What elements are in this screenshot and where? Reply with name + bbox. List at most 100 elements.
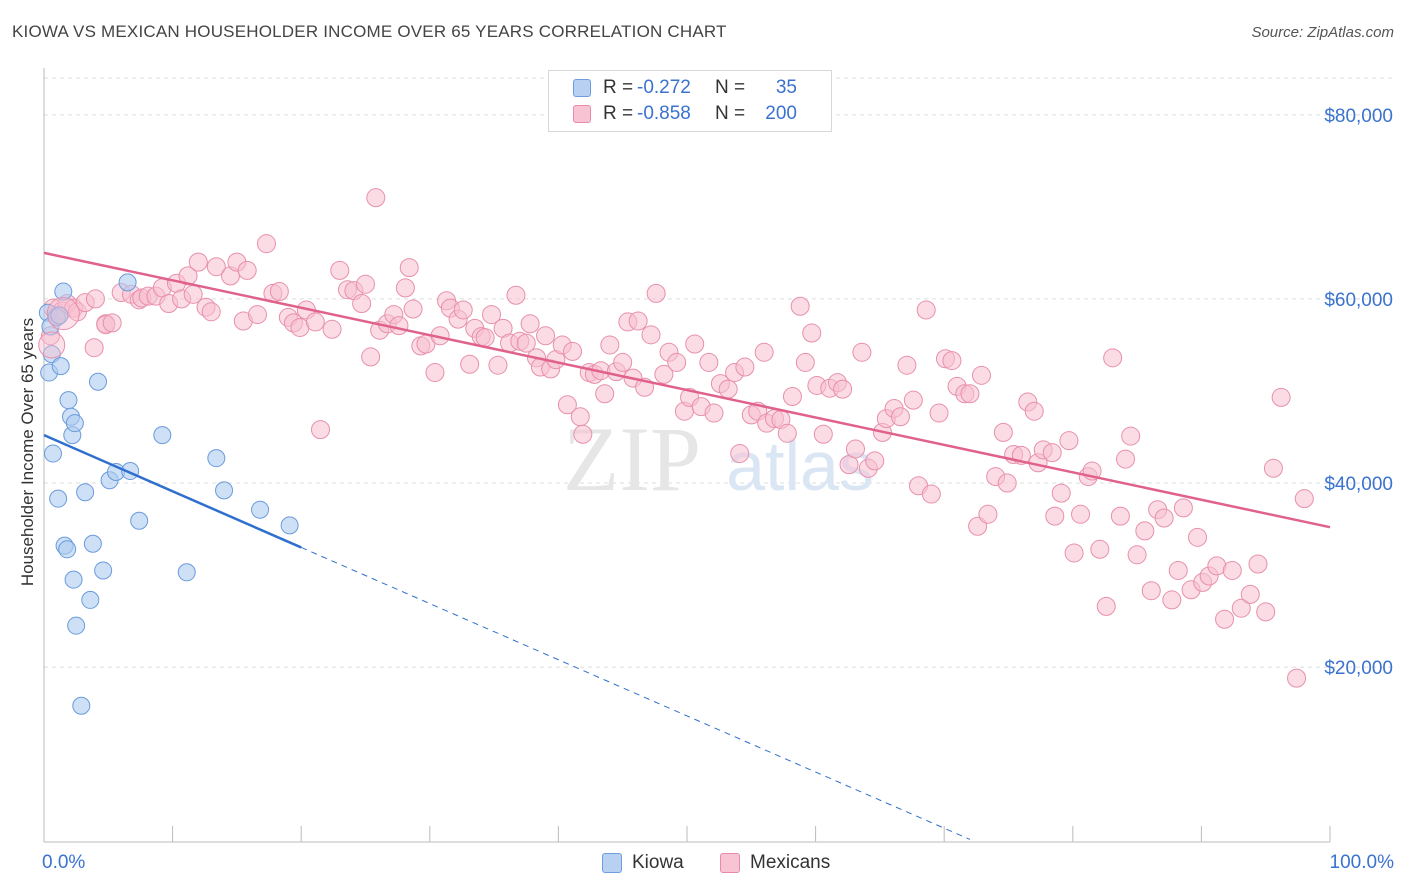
legend-n-value-mexicans: 200: [765, 103, 797, 124]
bottom-legend-mexicans: Mexicans: [720, 852, 830, 874]
y-tick-label: $80,000: [1324, 106, 1393, 127]
mexicans-point: [1116, 449, 1136, 469]
mexicans-point: [813, 424, 833, 444]
watermark-zip: ZIP: [563, 408, 701, 510]
mexicans-point: [1141, 581, 1161, 601]
mexicans-point: [237, 260, 257, 280]
mexicans-point: [903, 390, 923, 410]
mexicans-point: [361, 347, 381, 367]
mexicans-point: [600, 335, 620, 355]
mexicans-point: [1294, 489, 1314, 509]
kiowa-point: [49, 489, 68, 508]
kiowa-point: [118, 273, 137, 292]
kiowa-point: [50, 306, 69, 325]
bottom-legend-kiowa: Kiowa: [602, 852, 684, 874]
mexicans-point: [646, 283, 666, 303]
mexicans-point: [1042, 443, 1062, 463]
mexicans-point: [520, 314, 540, 334]
mexicans-point: [942, 351, 962, 371]
mexicans-point: [699, 352, 719, 372]
mexicans-point: [84, 338, 104, 358]
kiowa-point: [76, 483, 95, 502]
mexicans-point: [201, 302, 221, 322]
mexicans-point: [960, 384, 980, 404]
mexicans-point: [654, 364, 674, 384]
mexicans-point: [356, 274, 375, 294]
mexicans-point: [1222, 560, 1242, 580]
mexicans-point: [453, 300, 473, 320]
mexicans-point: [516, 333, 536, 353]
bottom-legend-swatch-mexicans: [720, 853, 740, 873]
mexicans-point-large: [38, 331, 66, 359]
correlation-legend: R = -0.272 N = 35 R = -0.858 N = 200: [548, 70, 832, 132]
mexicans-point: [352, 294, 372, 314]
mexicans-point: [269, 282, 289, 302]
mexicans-point: [704, 403, 724, 423]
mexicans-point: [1071, 504, 1091, 524]
mexicans-point: [916, 300, 936, 320]
mexicans-point: [506, 285, 526, 305]
mexicans-point: [782, 386, 802, 406]
mexicans-point: [310, 420, 330, 440]
mexicans-point: [865, 451, 885, 471]
mexicans-point: [1135, 521, 1155, 541]
source-label: Source: ZipAtlas.com: [1251, 24, 1394, 41]
bottom-legend-label-kiowa: Kiowa: [632, 852, 684, 873]
y-axis-label: Householder Income Over 65 years: [18, 317, 37, 587]
mexicans-point: [795, 352, 815, 372]
mexicans-point: [777, 423, 797, 443]
mexicans-point: [1121, 426, 1141, 446]
mexicans-point: [256, 234, 276, 254]
mexicans-point: [890, 407, 910, 427]
mexicans-point: [475, 328, 495, 348]
mexicans-point: [330, 260, 350, 280]
mexicans-point: [1162, 590, 1182, 610]
mexicans-point: [718, 379, 738, 399]
bottom-legend-label-mexicans: Mexicans: [750, 852, 831, 873]
mexicans-point: [595, 384, 615, 404]
bottom-legend-swatch-kiowa: [602, 853, 622, 873]
mexicans-point: [978, 504, 998, 524]
mexicans-point: [1240, 584, 1260, 604]
mexicans-point: [1059, 431, 1079, 451]
kiowa-point: [153, 426, 172, 445]
kiowa-point: [130, 511, 149, 530]
mexicans-point: [399, 258, 419, 278]
mexicans-point: [206, 257, 226, 277]
mexicans-point: [730, 444, 750, 464]
legend-swatch-kiowa: [573, 79, 591, 97]
mexicans-point: [921, 484, 941, 504]
kiowa-point: [51, 357, 70, 376]
mexicans-point: [488, 355, 508, 375]
mexicans-point: [1256, 602, 1276, 622]
mexicans-point: [929, 403, 949, 423]
mexicans-point: [482, 305, 502, 325]
mexicans-point: [425, 363, 445, 383]
mexicans-point-large: [46, 297, 80, 331]
kiowa-point: [207, 449, 226, 468]
mexicans-point: [178, 266, 198, 286]
mexicans-point: [971, 365, 991, 385]
legend-r-value-mexicans: -0.858: [637, 103, 691, 124]
mexicans-point: [1154, 508, 1174, 528]
legend-row-kiowa: R = -0.272 N = 35: [573, 77, 797, 99]
mexicans-point: [1051, 483, 1071, 503]
mexicans-point: [1024, 401, 1044, 421]
y-tick-label: $20,000: [1324, 658, 1393, 679]
mexicans-point: [403, 299, 423, 319]
mexicans-point: [557, 395, 577, 415]
kiowa-trend-line: [43, 434, 302, 549]
mexicans-point: [897, 355, 917, 375]
kiowa-point: [81, 590, 100, 609]
mexicans-point: [1271, 387, 1291, 407]
kiowa-point: [59, 391, 78, 410]
mexicans-point: [1215, 609, 1235, 629]
mexicans-trend-line: [43, 251, 1331, 529]
kiowa-point: [72, 696, 91, 715]
mexicans-point: [1103, 348, 1123, 368]
legend-swatch-mexicans: [573, 105, 591, 123]
mexicans-point: [997, 473, 1017, 493]
mexicans-point: [1064, 543, 1084, 563]
mexicans-point: [1045, 506, 1065, 526]
